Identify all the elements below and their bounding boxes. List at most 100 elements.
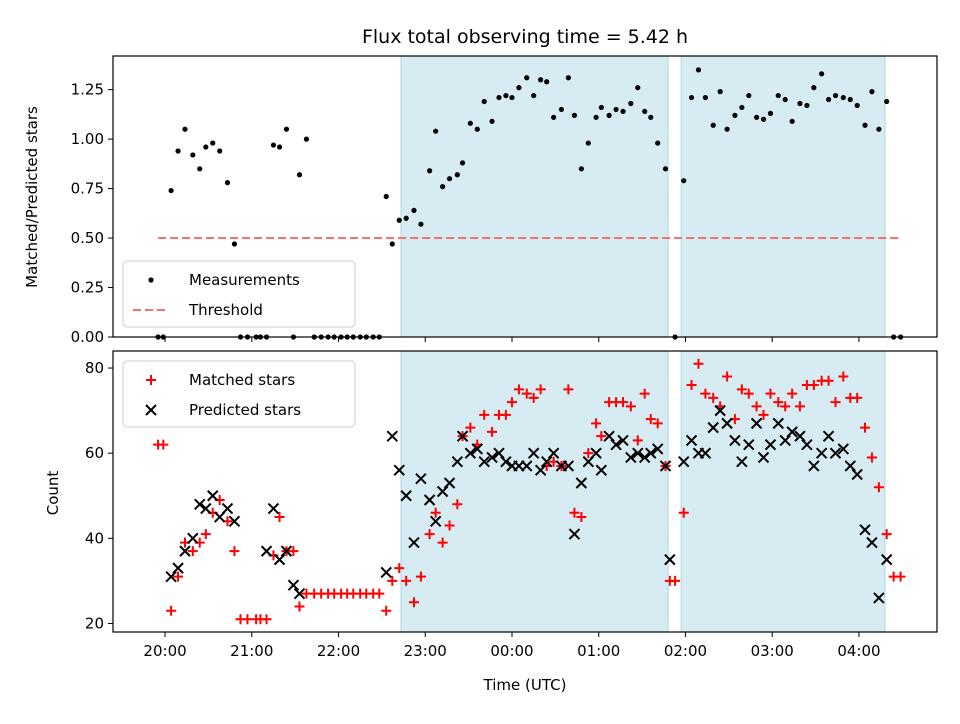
data-point <box>190 152 196 158</box>
data-point <box>443 477 456 489</box>
series-predicted-stars <box>165 404 893 604</box>
data-point <box>772 417 784 430</box>
data-point <box>207 490 219 502</box>
data-point <box>527 447 540 459</box>
data-point <box>471 443 484 455</box>
data-point <box>200 529 211 540</box>
data-point <box>708 392 719 403</box>
plot-frame <box>112 350 938 633</box>
data-point <box>625 401 636 412</box>
data-point <box>606 112 612 118</box>
y-tick-label: 40 <box>85 529 104 547</box>
data-point <box>187 546 198 557</box>
bottom-y-axis-label: Count <box>44 471 62 516</box>
data-point <box>736 455 748 468</box>
data-point <box>714 404 726 417</box>
data-point <box>393 464 405 476</box>
data-point <box>721 417 733 430</box>
data-point <box>757 451 770 464</box>
data-point <box>598 104 604 111</box>
data-point <box>187 532 199 545</box>
x-tick-label: 20:00 <box>143 642 186 660</box>
data-point <box>524 75 530 81</box>
data-point <box>895 571 906 582</box>
data-point <box>773 397 784 408</box>
data-point <box>408 597 419 608</box>
data-point <box>789 118 795 124</box>
data-point <box>808 460 820 472</box>
data-point <box>688 94 695 101</box>
data-point <box>293 587 306 600</box>
data-point <box>528 392 539 403</box>
data-point <box>613 106 619 113</box>
data-point <box>620 108 626 115</box>
x-tick-label: 03:00 <box>751 642 794 660</box>
data-point <box>294 601 305 612</box>
data-point <box>603 430 615 442</box>
data-point <box>437 537 448 548</box>
data-point <box>521 460 533 472</box>
data-point <box>829 447 842 459</box>
data-point <box>500 409 511 420</box>
data-point <box>464 447 477 459</box>
shaded-interval-2 <box>680 55 886 338</box>
data-point <box>456 430 469 442</box>
data-point <box>440 184 446 190</box>
legend-swatch <box>145 404 157 416</box>
top-y-axis-label: Matched/Predicted stars <box>23 106 41 288</box>
data-point <box>635 85 641 91</box>
data-point <box>862 122 868 128</box>
data-point <box>645 447 657 459</box>
data-point <box>851 468 863 481</box>
data-point <box>585 140 591 146</box>
data-point <box>823 375 834 386</box>
data-point <box>203 144 209 150</box>
legend-label: Matched stars <box>189 371 295 389</box>
data-point <box>880 553 893 566</box>
data-point <box>787 388 798 399</box>
data-point <box>628 100 634 107</box>
data-point <box>801 438 813 451</box>
data-point <box>575 477 588 489</box>
data-point <box>804 102 810 109</box>
data-point <box>751 401 762 412</box>
data-point <box>540 455 553 468</box>
data-point <box>394 563 405 574</box>
data-point <box>534 464 547 476</box>
data-point <box>884 98 890 105</box>
data-point <box>729 434 741 447</box>
data-point <box>538 77 544 83</box>
data-point <box>563 384 574 395</box>
data-point <box>478 455 490 468</box>
data-point <box>509 94 515 101</box>
legend-label: Predicted stars <box>189 401 301 419</box>
data-point <box>506 397 517 408</box>
data-point <box>732 112 738 118</box>
data-point <box>408 536 420 549</box>
x-tick-label: 01:00 <box>577 642 620 660</box>
data-point <box>618 397 629 408</box>
data-point <box>645 414 656 425</box>
chart-title: Flux total observing time = 5.42 h <box>362 26 688 48</box>
data-point <box>832 92 839 99</box>
data-point <box>775 92 781 99</box>
data-point <box>500 455 512 468</box>
data-point <box>736 384 747 395</box>
data-point <box>474 126 480 132</box>
data-point <box>765 388 776 399</box>
data-point <box>415 571 426 582</box>
data-point <box>678 455 690 468</box>
data-point <box>274 512 285 523</box>
data-point <box>837 443 850 455</box>
data-point <box>270 142 277 148</box>
data-point <box>859 524 871 536</box>
y-tick-label: 80 <box>85 359 104 377</box>
data-point <box>724 126 730 132</box>
series-matched-stars <box>153 358 906 625</box>
data-point <box>632 435 643 446</box>
data-point <box>648 114 654 120</box>
data-point <box>387 575 398 586</box>
data-point <box>686 380 697 391</box>
data-point <box>681 178 687 184</box>
legend: Matched stars Predicted stars <box>122 360 356 428</box>
